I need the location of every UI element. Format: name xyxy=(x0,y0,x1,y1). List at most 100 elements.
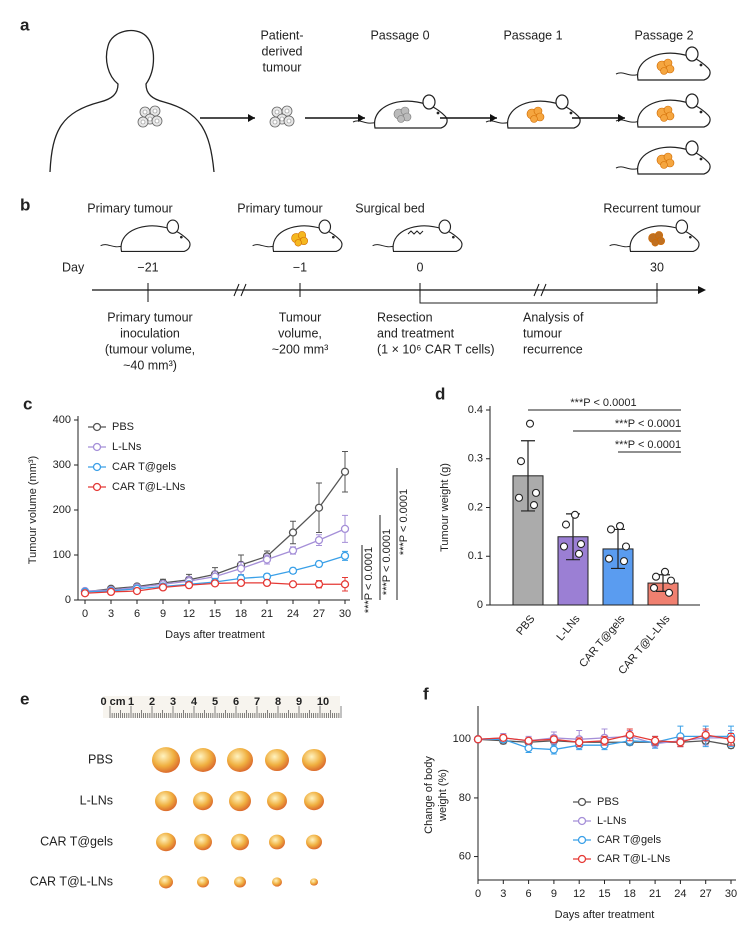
stat-annotation: ***P < 0.0001 xyxy=(381,529,393,595)
data-point xyxy=(340,467,350,476)
stage-label: Patient- xyxy=(260,28,303,42)
tumour-blob xyxy=(660,161,668,169)
cell-nucleus xyxy=(152,108,158,114)
legend-label: PBS xyxy=(112,421,134,433)
axis-break xyxy=(240,283,247,297)
mouse-body xyxy=(272,225,343,252)
mouse-icon xyxy=(100,219,191,252)
data-point xyxy=(650,736,660,745)
mouse-eye xyxy=(332,235,335,239)
mouse-icon xyxy=(609,219,700,252)
panel-label: d xyxy=(435,384,445,403)
x-tick-label: CAR T@gels xyxy=(577,613,628,670)
y-axis-title: weight (%) xyxy=(437,769,449,822)
data-point xyxy=(615,521,625,531)
mouse-eye xyxy=(699,110,703,114)
x-tick-label: 24 xyxy=(287,608,299,620)
arrow-head xyxy=(358,114,365,122)
x-tick-label: 3 xyxy=(500,888,506,900)
cell-nucleus xyxy=(154,118,160,124)
event-note: inoculation xyxy=(120,326,180,340)
legend-marker xyxy=(92,462,102,472)
data-point xyxy=(524,743,533,753)
y-tick-label: 0.3 xyxy=(468,453,483,465)
legend-label: L-LNs xyxy=(112,441,142,453)
mouse-ear xyxy=(318,219,332,234)
event-title: Recurrent tumour xyxy=(603,201,700,215)
event-note: (1 × 10⁶ CAR T cells) xyxy=(377,342,495,356)
tumour-photo xyxy=(272,877,282,887)
data-point xyxy=(288,528,298,537)
data-point xyxy=(575,738,584,747)
day-value: −1 xyxy=(293,260,307,274)
panel-label: c xyxy=(23,394,32,413)
x-tick-label: 12 xyxy=(573,888,585,900)
data-point xyxy=(314,503,324,512)
y-tick-label: 0 xyxy=(65,594,71,606)
data-point xyxy=(666,576,676,585)
data-point xyxy=(340,524,350,534)
data-point xyxy=(525,419,535,428)
mouse-tail xyxy=(252,244,276,248)
y-axis-title: Tumour volume (mm³) xyxy=(27,456,39,564)
tumour-photo xyxy=(227,748,253,772)
data-point xyxy=(625,730,634,740)
x-tick-label: 21 xyxy=(261,608,273,620)
data-point xyxy=(649,583,659,592)
mouse-body xyxy=(374,100,448,129)
data-point xyxy=(664,588,674,597)
axis-break xyxy=(533,283,540,297)
mouse-tail xyxy=(352,120,378,124)
day-value: −21 xyxy=(137,260,158,274)
cell-nucleus xyxy=(284,108,290,114)
mouse-icon xyxy=(615,46,711,81)
data-point xyxy=(106,587,116,597)
legend-marker xyxy=(92,442,102,452)
tumour-blob xyxy=(660,114,668,122)
tumour-photo xyxy=(156,832,176,852)
x-tick-label: 0 xyxy=(475,888,481,900)
event-note: tumour xyxy=(523,326,562,340)
data-point xyxy=(158,583,168,592)
x-tick-label: 3 xyxy=(108,608,114,620)
y-tick-label: 60 xyxy=(459,850,471,862)
legend-marker xyxy=(577,854,587,864)
tumour-photo xyxy=(193,791,213,811)
event-note: and treatment xyxy=(377,326,455,340)
data-point xyxy=(132,586,142,596)
ruler-label: 6 xyxy=(233,696,239,708)
tumour-photo xyxy=(159,875,173,889)
y-tick-label: 400 xyxy=(53,414,71,426)
y-tick-label: 100 xyxy=(453,733,471,745)
y-tick-label: 100 xyxy=(53,549,71,561)
day-value: 0 xyxy=(417,260,424,274)
x-tick-label: 27 xyxy=(313,608,325,620)
data-point xyxy=(80,589,90,598)
legend-label: CAR T@L-LNs xyxy=(597,853,671,865)
stage-label: Passage 0 xyxy=(370,28,429,42)
event-title: Surgical bed xyxy=(355,201,425,215)
y-tick-label: 300 xyxy=(53,459,71,471)
data-point xyxy=(600,736,609,745)
mouse-ear xyxy=(438,219,452,234)
data-point xyxy=(516,457,526,466)
cell-nucleus xyxy=(274,109,280,115)
mouse-ear xyxy=(685,46,699,62)
data-point xyxy=(701,730,710,740)
mouse-tail xyxy=(100,244,124,248)
tumour-photo xyxy=(234,876,246,888)
data-point xyxy=(549,735,559,744)
timeline-head xyxy=(698,286,706,294)
mouse-icon xyxy=(372,219,463,252)
data-point xyxy=(514,493,524,502)
mouse-ear xyxy=(685,93,699,109)
tumour-photo xyxy=(269,834,285,850)
mouse-eye xyxy=(699,63,703,67)
cell-nucleus xyxy=(147,116,153,122)
data-point xyxy=(340,551,350,561)
x-tick-label: 30 xyxy=(725,888,737,900)
x-tick-label: 27 xyxy=(700,888,712,900)
data-point xyxy=(499,733,508,742)
x-tick-label: 6 xyxy=(134,608,140,620)
mouse-icon xyxy=(352,94,448,129)
